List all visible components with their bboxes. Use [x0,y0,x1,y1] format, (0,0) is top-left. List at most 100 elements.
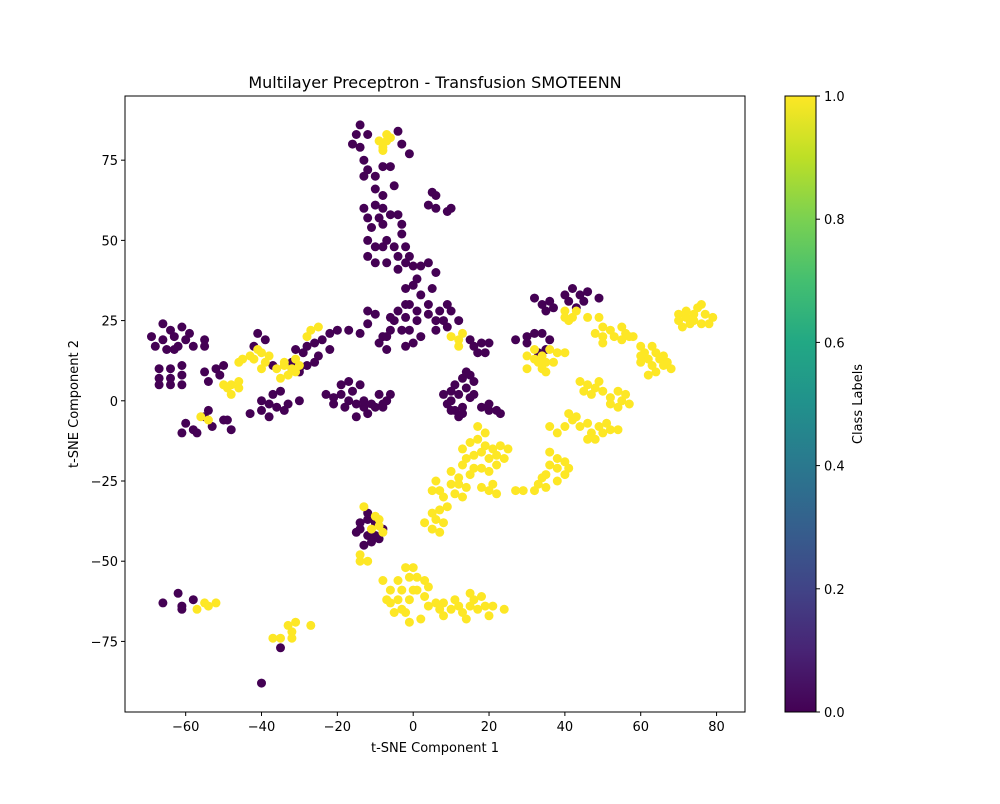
data-point-class-1 [624,332,634,342]
data-point-class-0 [439,389,448,399]
data-point-class-1 [245,351,255,361]
data-point-class-1 [393,576,403,585]
data-point-class-1 [484,466,494,476]
data-point-class-0 [158,319,168,329]
data-point-class-0 [404,325,414,335]
data-point-class-0 [537,300,547,309]
data-point-class-0 [484,338,494,348]
data-point-class-0 [401,300,411,309]
data-point-class-1 [605,393,615,403]
data-point-class-1 [302,332,312,342]
data-point-class-0 [348,139,357,149]
data-point-class-0 [594,293,604,303]
data-point-class-0 [363,130,373,139]
x-tick-label: 60 [632,720,649,735]
data-point-class-1 [276,373,285,383]
data-point-class-1 [477,463,486,473]
data-point-class-0 [177,370,187,380]
data-point-class-1 [279,357,289,367]
data-point-class-1 [564,409,574,419]
data-point-class-1 [636,351,646,361]
data-point-class-1 [253,345,263,354]
data-point-class-1 [382,595,392,605]
data-point-class-0 [385,162,395,172]
data-point-class-0 [226,425,236,435]
data-point-class-1 [518,486,528,496]
data-point-class-0 [431,203,441,213]
data-point-class-0 [583,287,593,297]
data-point-class-1 [211,598,221,608]
colorbar-tick-label: 0.4 [824,460,845,475]
colorbar-tick-label: 1.0 [824,90,845,105]
data-point-class-1 [397,604,407,614]
colorbar [784,95,817,713]
data-point-class-1 [552,454,562,463]
data-point-class-0 [363,213,373,223]
data-point-class-1 [586,389,596,399]
data-point-class-0 [454,389,464,399]
data-point-class-1 [541,482,551,492]
data-point-class-0 [173,588,183,598]
y-tick-label: −50 [91,555,118,570]
data-point-class-0 [545,335,555,345]
data-point-class-0 [177,322,187,332]
data-point-class-0 [325,328,335,338]
data-point-class-1 [552,428,562,438]
data-point-class-1 [659,351,668,361]
data-point-class-0 [423,200,433,210]
data-point-class-0 [393,251,403,261]
colorbar-tick-label: 0.8 [824,213,845,228]
data-point-class-0 [336,389,346,399]
data-point-class-0 [359,171,369,181]
data-point-class-1 [272,364,282,374]
data-point-class-1 [454,341,464,351]
data-point-class-1 [477,447,486,457]
data-point-class-0 [200,367,210,377]
data-point-class-1 [355,550,365,560]
data-point-class-1 [446,466,456,476]
data-point-class-0 [416,290,426,300]
data-point-class-1 [522,351,532,361]
data-point-class-0 [253,328,263,338]
data-point-class-1 [423,601,433,611]
data-point-class-0 [166,373,175,383]
data-point-class-0 [370,258,380,268]
data-point-class-0 [291,345,301,354]
data-point-class-0 [370,171,380,181]
data-point-class-0 [276,643,285,653]
data-point-class-0 [192,428,202,438]
data-point-class-0 [181,418,191,428]
data-point-class-0 [257,678,266,688]
data-point-class-1 [590,328,600,338]
data-point-class-0 [355,380,365,390]
data-point-class-0 [431,325,441,335]
data-point-class-1 [306,620,316,630]
data-point-class-1 [666,364,676,374]
y-axis-ticks: −75 −50 −25 0 25 50 75 [91,154,125,650]
data-point-class-1 [234,377,244,386]
data-point-class-0 [480,348,490,358]
data-point-class-1 [480,428,490,438]
data-point-class-0 [325,345,335,354]
data-point-class-1 [609,332,619,342]
data-point-class-0 [397,139,407,149]
data-point-class-1 [367,524,376,534]
data-point-class-1 [458,608,467,617]
data-point-class-0 [355,518,365,528]
data-point-class-0 [257,405,266,415]
data-point-class-1 [416,614,426,624]
data-point-class-0 [363,306,373,316]
data-point-class-0 [367,223,376,232]
data-point-class-1 [431,476,441,486]
data-point-class-0 [408,280,418,290]
data-point-class-1 [287,364,297,374]
data-point-class-0 [473,348,483,358]
data-point-class-0 [162,345,172,354]
data-point-class-1 [696,300,706,309]
data-point-class-1 [560,470,570,480]
data-point-class-1 [484,454,494,463]
data-point-class-0 [154,373,164,383]
data-point-class-1 [674,316,684,326]
data-point-class-0 [385,312,395,322]
